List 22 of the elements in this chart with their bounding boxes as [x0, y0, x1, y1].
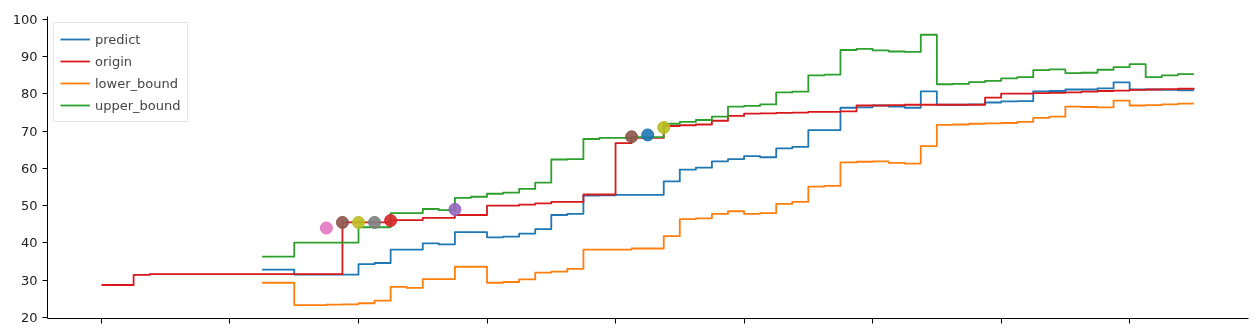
y-tick-label: 30	[20, 272, 38, 288]
point	[368, 215, 382, 229]
legend-label: lower_bound	[95, 75, 178, 91]
point	[352, 215, 365, 229]
legend-label: predict	[95, 31, 141, 47]
point	[625, 130, 639, 144]
point	[319, 221, 333, 235]
point	[335, 215, 349, 229]
y-tick-label: 20	[20, 309, 38, 325]
legend-label: origin	[95, 53, 133, 69]
y-tick-label: 80	[20, 86, 38, 102]
point	[657, 120, 671, 134]
point	[641, 128, 655, 142]
y-tick-label: 40	[20, 235, 38, 251]
y-tick-label: 100	[12, 11, 38, 27]
y-tick-label: 50	[20, 198, 38, 214]
y-tick-label: 70	[20, 123, 38, 139]
y-tick-label: 60	[20, 160, 38, 176]
point	[448, 202, 462, 216]
y-tick-label: 90	[20, 49, 38, 65]
legend-label: upper_bound	[95, 97, 181, 113]
point	[384, 214, 398, 228]
